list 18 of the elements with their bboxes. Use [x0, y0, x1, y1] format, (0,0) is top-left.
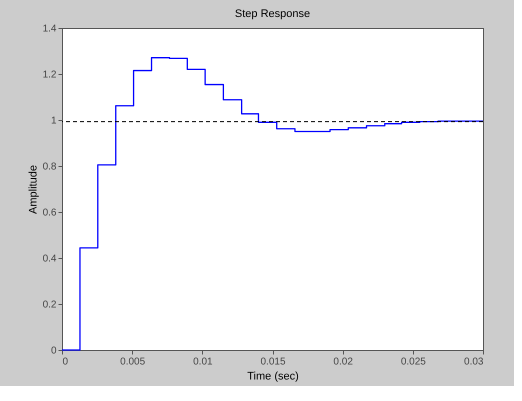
- x-tick-label: 0.01: [193, 356, 213, 368]
- y-axis-title: Amplitude: [28, 165, 40, 214]
- y-tick-label: 0.2: [42, 300, 57, 310]
- x-tick-label: 0.02: [333, 356, 354, 368]
- y-tick-label: 1.4: [42, 24, 57, 34]
- x-tick-label: 0.015: [260, 356, 286, 368]
- y-tick-label: 0.6: [42, 208, 57, 218]
- x-axis-title: Time (sec): [247, 370, 299, 382]
- x-tick-label: 0.025: [400, 356, 426, 368]
- y-tick-label: 0: [50, 346, 57, 356]
- y-tick-label: 0.4: [42, 254, 57, 264]
- y-tick-label: 1.2: [42, 70, 57, 80]
- y-tick-label: 1: [50, 116, 57, 126]
- x-tick-label: 0.005: [120, 356, 146, 368]
- chart-title: Step Response: [234, 8, 310, 20]
- x-tick-label: 0: [62, 356, 68, 368]
- y-tick-label: 0.8: [42, 162, 57, 172]
- x-tick-label: 0.03: [464, 356, 484, 368]
